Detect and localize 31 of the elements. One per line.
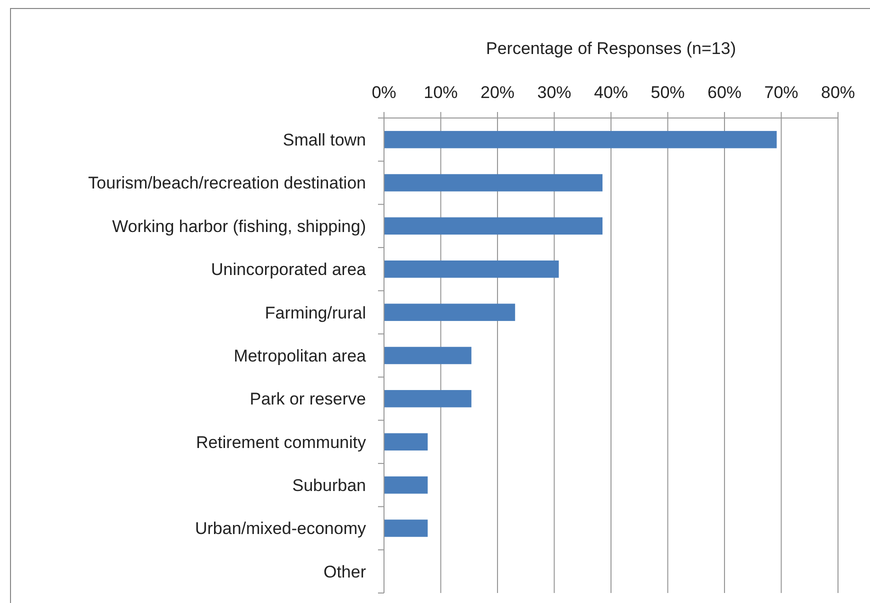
bar bbox=[384, 433, 428, 450]
y-tick-label: Retirement community bbox=[196, 432, 366, 452]
y-tick-label: Working harbor (fishing, shipping) bbox=[112, 216, 366, 236]
x-tick-label: 20% bbox=[480, 83, 515, 102]
y-tick-label: Suburban bbox=[292, 476, 366, 495]
bar bbox=[384, 260, 559, 278]
y-tick-label: Other bbox=[323, 562, 366, 582]
x-tick-label: 80% bbox=[820, 83, 856, 102]
bar bbox=[384, 390, 472, 408]
x-tick-label: 70% bbox=[764, 83, 798, 102]
bar bbox=[384, 174, 602, 192]
bar bbox=[384, 476, 428, 494]
bar bbox=[384, 520, 428, 537]
bar bbox=[384, 346, 472, 364]
x-tick-label: 30% bbox=[537, 83, 572, 102]
y-tick-label: Unincorporated area bbox=[211, 260, 367, 280]
x-tick-label: 10% bbox=[424, 83, 458, 102]
y-tick-label: Urban/mixed-economy bbox=[194, 519, 366, 538]
y-tick-label: Tourism/beach/recreation destination bbox=[88, 174, 366, 193]
x-axis-title: Percentage of Responses (n=13) bbox=[486, 39, 736, 58]
bar bbox=[384, 130, 777, 148]
x-tick-label: 60% bbox=[707, 83, 742, 102]
x-tick-label: 50% bbox=[650, 83, 685, 102]
y-tick-label: Farming/rural bbox=[264, 303, 366, 322]
x-tick-label: 40% bbox=[594, 83, 628, 102]
x-tick-label: 0% bbox=[372, 83, 396, 102]
y-tick-label: Park or reserve bbox=[250, 390, 366, 409]
y-tick-label: Small town bbox=[282, 130, 366, 150]
y-tick-label: Metropolitan area bbox=[234, 346, 367, 366]
bar bbox=[384, 217, 602, 235]
bar bbox=[384, 304, 516, 321]
